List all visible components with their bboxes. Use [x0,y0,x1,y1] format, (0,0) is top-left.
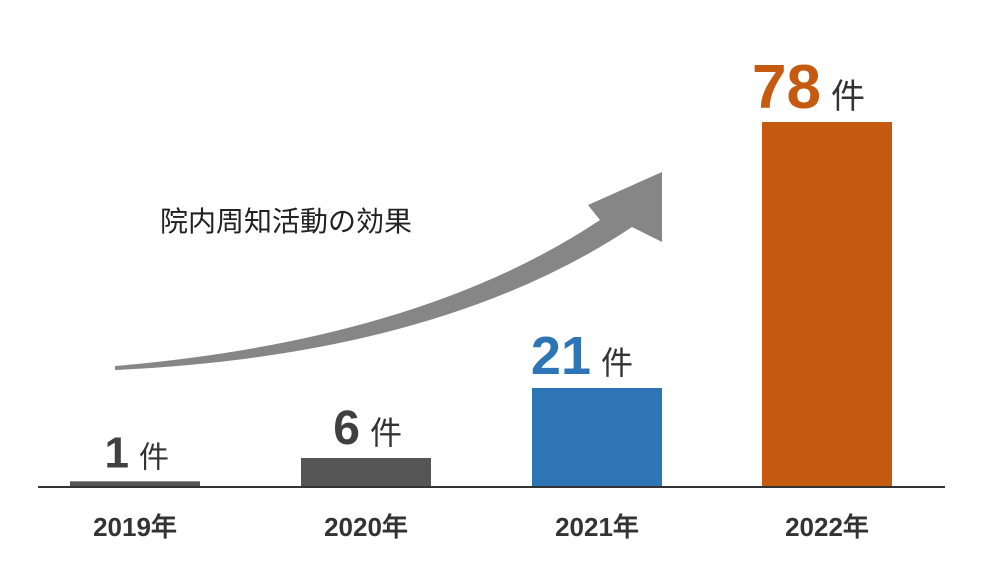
bar-2022年 [762,122,892,486]
x-tick-label: 2019年 [93,512,177,542]
data-label-value: 6 [333,402,360,455]
bar-2019年 [70,481,200,486]
data-label-unit: 件 [139,441,169,474]
data-label-value: 1 [105,428,129,477]
data-label-unit: 件 [370,415,402,451]
x-tick-label: 2021年 [555,512,639,542]
data-label-value: 78 [752,53,821,122]
data-label-unit: 件 [831,78,865,116]
bar-2021年 [532,388,662,486]
data-label-value: 21 [531,326,591,386]
data-label-unit: 件 [601,345,633,381]
x-tick-label: 2020年 [324,512,408,542]
x-tick-label: 2022年 [785,512,869,542]
growth-arrow [115,172,662,370]
bar-2020年 [301,458,431,486]
annotation-text: 院内周知活動の効果 [160,205,412,238]
